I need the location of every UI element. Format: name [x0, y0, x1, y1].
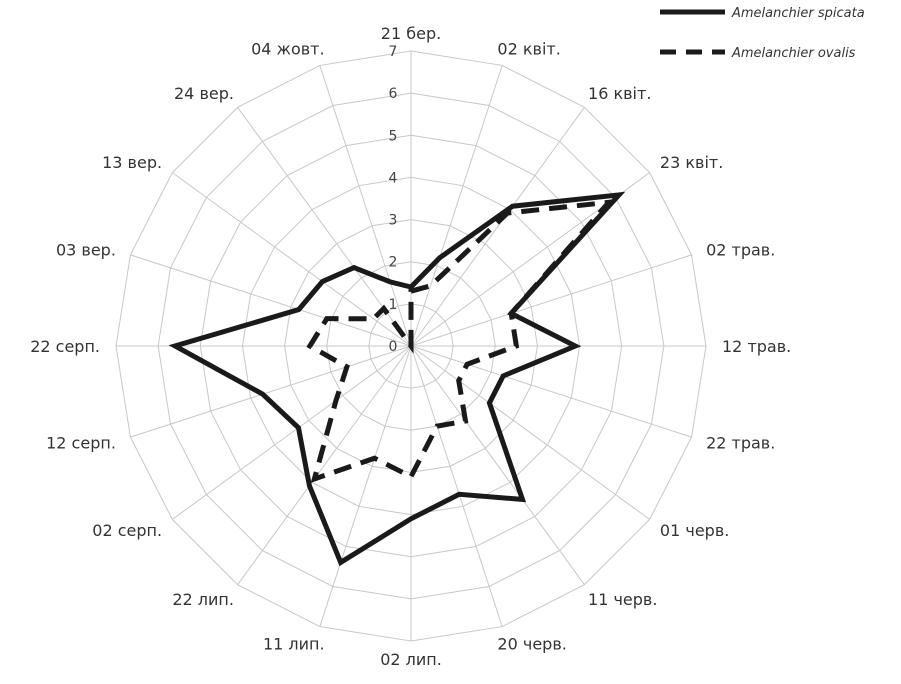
category-label: 16 квіт. [588, 84, 651, 103]
category-label: 12 трав. [722, 337, 791, 356]
tick-label: 2 [389, 255, 398, 271]
series-lines [168, 191, 626, 567]
category-label: 02 квіт. [497, 39, 560, 58]
category-label: 02 трав. [706, 240, 775, 259]
spoke-1 [410, 65, 503, 347]
legend-label: Amelanchier ovalis [731, 46, 856, 61]
spoke-18 [237, 107, 412, 347]
category-label: 03 вер. [56, 240, 116, 259]
spoke-17 [172, 172, 412, 347]
spoke-6 [410, 345, 692, 438]
category-label: 02 серп. [92, 521, 162, 540]
spoke-8 [410, 345, 585, 585]
category-label: 22 лип. [172, 590, 234, 609]
category-label: 11 лип. [263, 635, 325, 654]
tick-label: 4 [389, 170, 398, 186]
tick-label: 0 [389, 339, 398, 355]
tick-label: 7 [389, 44, 398, 60]
spoke-11 [319, 345, 412, 627]
spoke-19 [319, 65, 412, 347]
category-label: 12 серп. [46, 434, 116, 453]
category-label: 02 лип. [380, 650, 442, 669]
category-label: 22 трав. [706, 434, 775, 453]
spoke-7 [410, 345, 650, 520]
category-label: 11 черв. [588, 590, 657, 609]
category-label: 23 квіт. [660, 153, 723, 172]
series-line-0 [168, 191, 626, 567]
spoke-12 [237, 345, 412, 585]
spoke-14 [130, 345, 412, 438]
spoke-4 [410, 254, 692, 347]
spoke-16 [130, 254, 412, 347]
tick-label: 3 [389, 213, 398, 229]
category-label: 01 черв. [660, 521, 729, 540]
legend: Amelanchier spicata Amelanchier ovalis [660, 6, 865, 61]
legend-label: Amelanchier spicata [731, 6, 865, 21]
tick-label: 1 [389, 297, 398, 313]
tick-label: 5 [389, 128, 398, 144]
category-label: 24 вер. [174, 84, 234, 103]
radar-grid [115, 50, 707, 642]
radial-axis-ticks: 0 1 2 3 4 5 6 7 [389, 44, 398, 355]
category-label: 04 жовт. [251, 39, 324, 58]
category-label: 21 бер. [381, 24, 441, 43]
category-label: 22 серп. [30, 337, 100, 356]
category-label: 20 черв. [497, 635, 566, 654]
spoke-9 [410, 345, 503, 627]
category-labels: 21 бер. 02 квіт. 16 квіт. 23 квіт. 02 трав. 1… [30, 24, 791, 669]
spoke-13 [172, 345, 412, 520]
category-label: 13 вер. [102, 153, 162, 172]
tick-label: 6 [389, 86, 398, 102]
series-line-1 [306, 199, 615, 483]
spoke-2 [410, 107, 585, 347]
